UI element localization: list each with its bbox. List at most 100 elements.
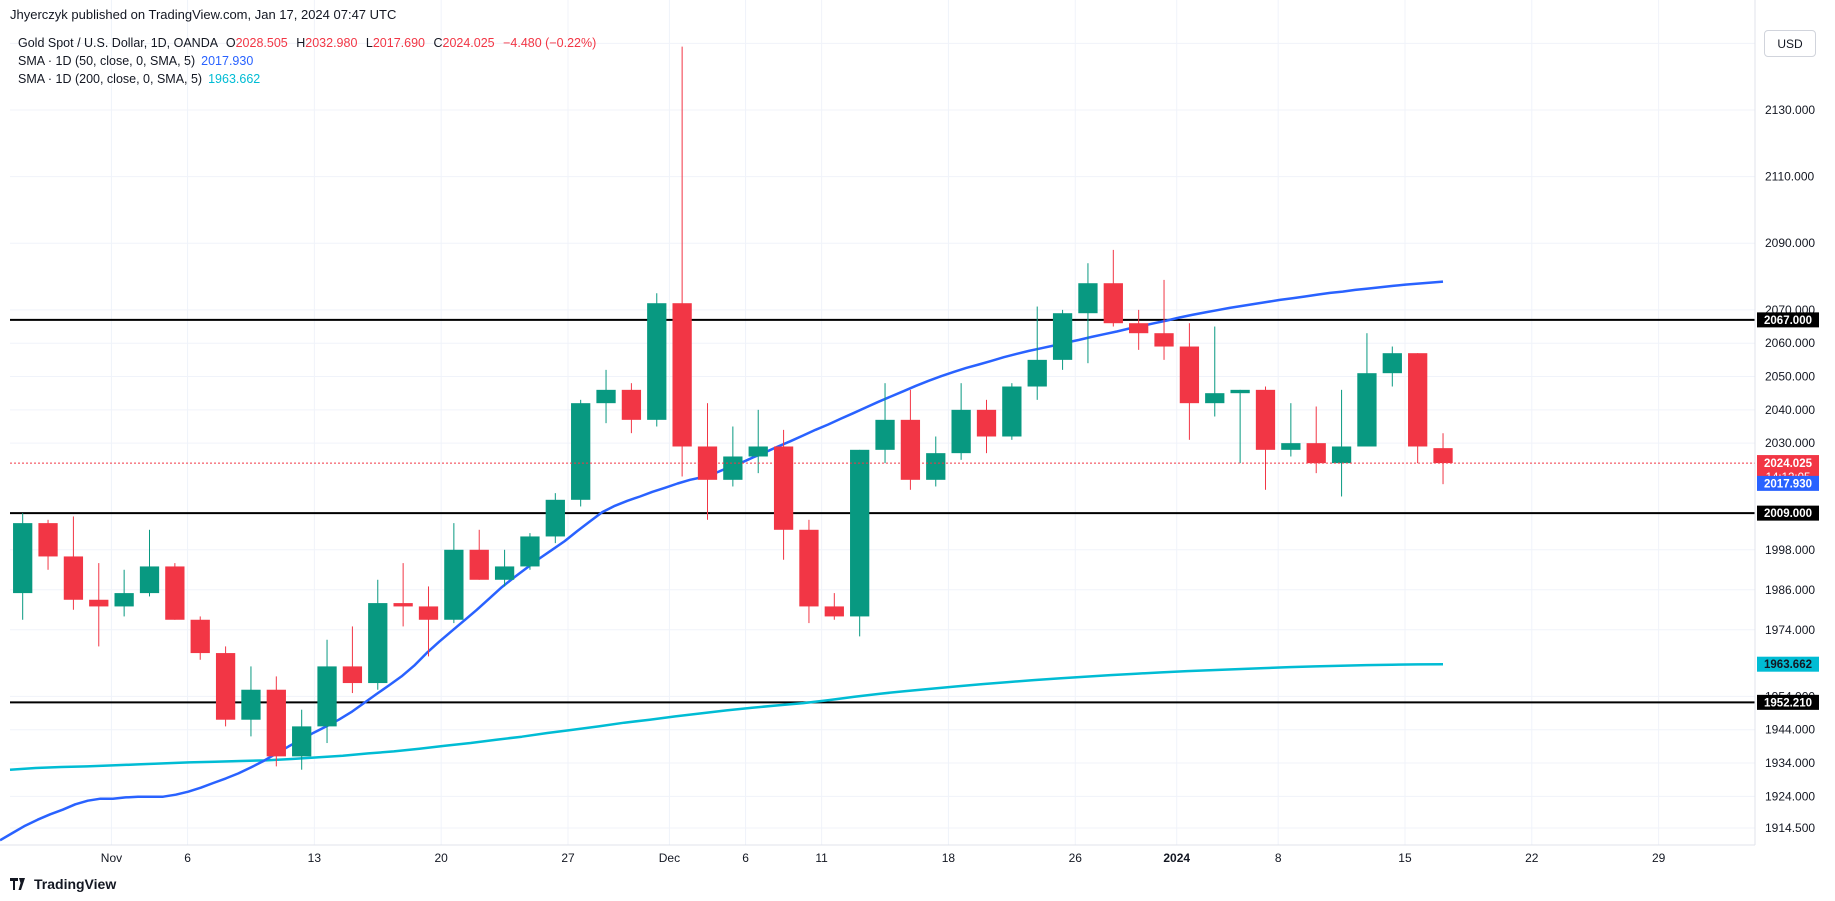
hline-price-tag-text: 1952.210: [1764, 697, 1812, 709]
candle-body: [900, 419, 921, 480]
legend: Gold Spot / U.S. Dollar, 1D, OANDA O2028…: [18, 34, 596, 88]
y-tick-label: 2030.000: [1765, 436, 1815, 450]
candle-body: [1281, 443, 1301, 450]
candle: [723, 426, 743, 487]
x-tick-label: 20: [434, 851, 448, 865]
legend-sma50-row[interactable]: SMA · 1D (50, close, 0, SMA, 5) 2017.930: [18, 52, 596, 70]
time-axis: Nov 6 13 20 27 Dec 6 11 18 26 2024 8 15 22 29: [101, 851, 1666, 865]
y-tick-label: 1914.500: [1765, 821, 1815, 835]
open-value: 2028.505: [235, 36, 288, 50]
price-labels: 2067.000 2009.000 1952.210 1963.662 2024.025…: [1757, 312, 1819, 710]
y-tick-label: 2090.000: [1765, 236, 1815, 250]
candle: [824, 593, 844, 620]
candle: [190, 616, 210, 660]
candle-body: [1129, 323, 1149, 334]
x-tick-label: 27: [561, 851, 575, 865]
x-tick-label: 2024: [1163, 851, 1190, 865]
candle: [215, 646, 236, 727]
candle: [850, 449, 870, 637]
candle-body: [850, 449, 870, 617]
sma200-price-tag-text: 1963.662: [1764, 659, 1812, 671]
candle-body: [38, 523, 58, 557]
candle: [89, 563, 109, 647]
candle-body: [976, 409, 997, 437]
candle: [900, 389, 921, 490]
legend-sma200-row[interactable]: SMA · 1D (200, close, 0, SMA, 5) 1963.662: [18, 70, 596, 88]
candle: [748, 409, 768, 474]
sma200-price-tag: 1963.662: [1757, 656, 1819, 672]
close-label: C: [433, 36, 443, 50]
candle-body: [13, 523, 33, 594]
candle: [342, 626, 363, 694]
symbol-title[interactable]: Gold Spot / U.S. Dollar, 1D, OANDA: [18, 36, 218, 50]
y-tick-label: 2050.000: [1765, 370, 1815, 384]
x-tick-label: 29: [1652, 851, 1666, 865]
candle: [1230, 389, 1250, 464]
change-value: −4.480 (−0.22%): [503, 36, 597, 50]
candle: [114, 569, 134, 617]
sma200-legend-value: 1963.662: [208, 72, 261, 86]
hline-price-tag-bg: [1757, 312, 1819, 328]
candle: [165, 563, 185, 620]
candle: [418, 586, 439, 657]
x-tick-label: 15: [1398, 851, 1412, 865]
candle-body: [773, 446, 794, 530]
candle: [317, 639, 337, 744]
hline-price-tag-text: 2067.000: [1764, 315, 1812, 327]
y-tick-label: 1924.000: [1765, 789, 1815, 803]
candle: [139, 529, 160, 597]
candle: [672, 46, 692, 477]
candle-body: [114, 593, 134, 607]
candle: [469, 529, 489, 580]
sma200-line: [9, 662, 1444, 771]
low-label: L: [365, 36, 373, 50]
x-tick-label: 18: [942, 851, 956, 865]
candle: [241, 666, 261, 737]
candle: [1382, 346, 1402, 387]
candle-body: [444, 549, 464, 620]
candle-body: [63, 556, 84, 600]
candle-body: [824, 606, 844, 617]
hline-price-tag-bg: [1757, 505, 1819, 521]
candle: [1281, 403, 1301, 457]
candle: [494, 549, 515, 587]
candle: [773, 429, 794, 560]
candle-body: [571, 403, 591, 500]
candle: [368, 579, 388, 690]
y-tick-label: 1934.000: [1765, 756, 1815, 770]
candle-body: [596, 389, 616, 404]
x-tick-label: 11: [815, 851, 828, 865]
candle: [1306, 406, 1326, 474]
tradingview-footer[interactable]: TradingView: [10, 876, 116, 892]
candle: [1027, 306, 1047, 400]
open-label: O: [225, 36, 236, 50]
candle-body: [89, 599, 109, 607]
currency-button[interactable]: USD: [1764, 30, 1816, 57]
y-tick-label: 2060.000: [1765, 336, 1815, 350]
candle-body: [1002, 386, 1022, 437]
tradingview-logo-icon: [10, 878, 25, 890]
x-tick-label: 6: [184, 851, 191, 865]
x-tick-label: 6: [742, 851, 749, 865]
candle: [266, 676, 286, 767]
high-label: H: [296, 36, 306, 50]
candle-body: [723, 456, 743, 480]
candle: [1331, 389, 1352, 497]
candle-body: [1205, 393, 1225, 404]
candle-body: [393, 603, 413, 607]
sma50-price-tag-bg: [1757, 475, 1819, 491]
candle: [1408, 353, 1428, 464]
x-tick-label: 22: [1525, 851, 1539, 865]
candle: [1078, 263, 1098, 364]
candle-body: [647, 303, 667, 420]
candle: [1052, 309, 1073, 370]
sma50-line: [0, 280, 1444, 842]
published-by: Jhyerczyk published on TradingView.com, …: [10, 7, 397, 22]
candle: [444, 523, 464, 624]
y-tick-label: 2130.000: [1765, 103, 1815, 117]
candle-body: [266, 689, 286, 757]
candle: [1205, 326, 1225, 417]
candle-body: [241, 689, 261, 720]
candle-body: [342, 666, 363, 684]
